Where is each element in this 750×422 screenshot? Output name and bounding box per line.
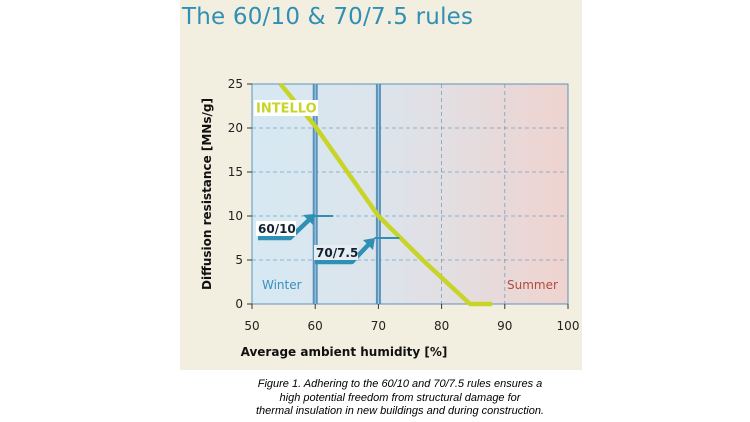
arrow-60-10 — [258, 217, 312, 241]
caption-line-3: thermal insulation in new buildings and … — [255, 405, 544, 417]
annot-60-10: 60/10 — [258, 222, 296, 236]
y-tick-label: 10 — [228, 209, 243, 223]
annot-bg-60-10 — [256, 221, 296, 236]
y-ticks: 0 5 10 15 20 25 — [228, 77, 252, 311]
annot-bg-70-7-5 — [314, 245, 358, 260]
y-axis-label: Diffusion resistance [MNs/g] — [200, 98, 214, 290]
x-axis-label: Average ambient humidity [%] — [241, 345, 448, 359]
series-label: INTELLO — [256, 102, 317, 117]
rule-bands — [312, 84, 381, 304]
chart-title: The 60/10 & 70/7.5 rules — [182, 4, 474, 30]
y-tick-label: 25 — [228, 77, 243, 91]
caption-line-2: high potential freedom from structural d… — [279, 391, 521, 404]
annotations: 60/10 70/7.5 Winter Summer — [256, 214, 558, 292]
x-tick-label: 100 — [557, 319, 580, 333]
x-tick-label: 50 — [244, 319, 259, 333]
y-tick-label: 0 — [235, 297, 243, 311]
series-line-intello — [278, 82, 493, 307]
x-tick-label: 90 — [497, 319, 512, 333]
arrowhead-60-10 — [303, 214, 315, 225]
y-tick-label: 20 — [228, 121, 243, 135]
y-tick-label: 15 — [228, 165, 243, 179]
series: INTELLO — [254, 82, 493, 307]
annot-winter: Winter — [262, 278, 302, 292]
x-tick-label: 80 — [434, 319, 449, 333]
series-label-bg — [254, 100, 318, 116]
y-tick-label: 5 — [235, 253, 243, 267]
arrow-70-7-5 — [315, 241, 372, 265]
arrowhead-70-7-5 — [363, 238, 375, 250]
plot-area — [251, 83, 569, 305]
x-tick-label: 70 — [371, 319, 386, 333]
caption-line-1: Figure 1. Adhering to the 60/10 and 70/7… — [257, 378, 543, 390]
annot-70-7-5: 70/7.5 — [316, 246, 358, 260]
annot-summer: Summer — [507, 278, 558, 292]
figure-caption: Figure 1. Adhering to the 60/10 and 70/7… — [180, 378, 620, 419]
x-tick-label: 60 — [308, 319, 323, 333]
x-ticks: 50 60 70 80 90 100 — [244, 304, 579, 333]
